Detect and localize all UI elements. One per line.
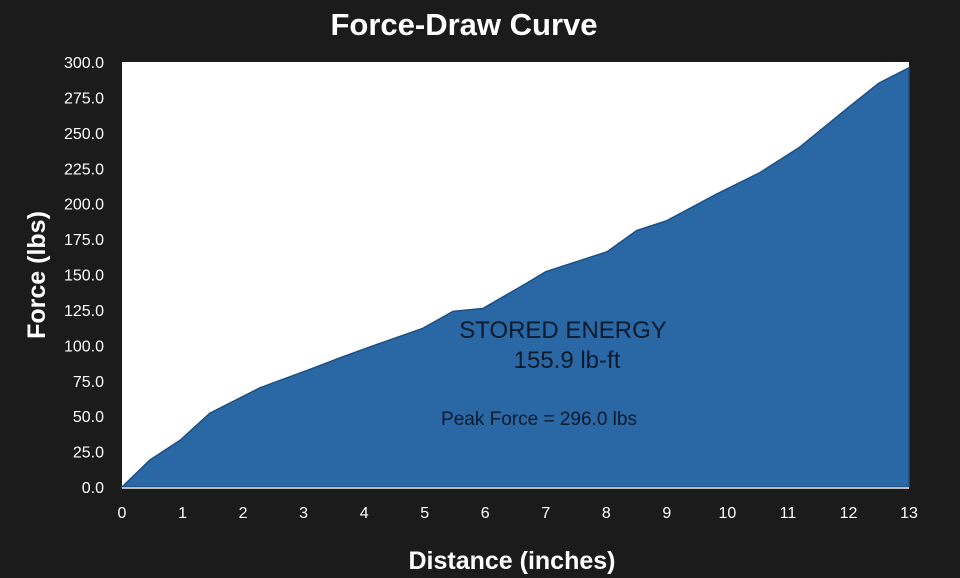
x-tick-label: 10 xyxy=(718,505,736,522)
y-tick-label: 250.0 xyxy=(64,126,104,143)
y-tick-label: 50.0 xyxy=(73,409,104,426)
x-tick-label: 8 xyxy=(602,505,611,522)
x-tick-label: 1 xyxy=(178,505,187,522)
x-tick-label: 6 xyxy=(481,505,490,522)
stored-energy-label: STORED ENERGY xyxy=(459,317,667,344)
y-tick-label: 275.0 xyxy=(64,90,104,107)
stored-energy-value: 155.9 lb-ft xyxy=(514,347,621,374)
x-tick-label: 3 xyxy=(299,505,308,522)
y-tick-label: 150.0 xyxy=(64,268,104,285)
chart-title: Force-Draw Curve xyxy=(330,7,597,42)
x-tick-label: 2 xyxy=(239,505,248,522)
x-tick-label: 5 xyxy=(420,505,429,522)
y-tick-label: 175.0 xyxy=(64,232,104,249)
force-area xyxy=(120,66,910,488)
y-tick-label: 75.0 xyxy=(73,374,104,391)
y-tick-label: 25.0 xyxy=(73,445,104,462)
x-axis-label: Distance (inches) xyxy=(408,547,615,575)
x-tick-label: 7 xyxy=(541,505,550,522)
y-tick-label: 100.0 xyxy=(64,338,104,355)
x-tick-label: 9 xyxy=(662,505,671,522)
x-tick-label: 13 xyxy=(900,505,918,522)
x-tick-label: 11 xyxy=(780,505,797,522)
y-tick-label: 225.0 xyxy=(64,161,104,178)
y-tick-label: 125.0 xyxy=(64,303,104,320)
peak-force-label: Peak Force = 296.0 lbs xyxy=(441,409,637,430)
x-tick-label: 4 xyxy=(360,505,369,522)
y-tick-label: 200.0 xyxy=(64,197,104,214)
x-tick-label: 0 xyxy=(118,505,127,522)
y-tick-label: 0.0 xyxy=(82,480,104,497)
y-tick-label: 300.0 xyxy=(64,55,104,72)
y-axis-label: Force (lbs) xyxy=(23,211,51,339)
x-tick-label: 12 xyxy=(840,505,858,522)
